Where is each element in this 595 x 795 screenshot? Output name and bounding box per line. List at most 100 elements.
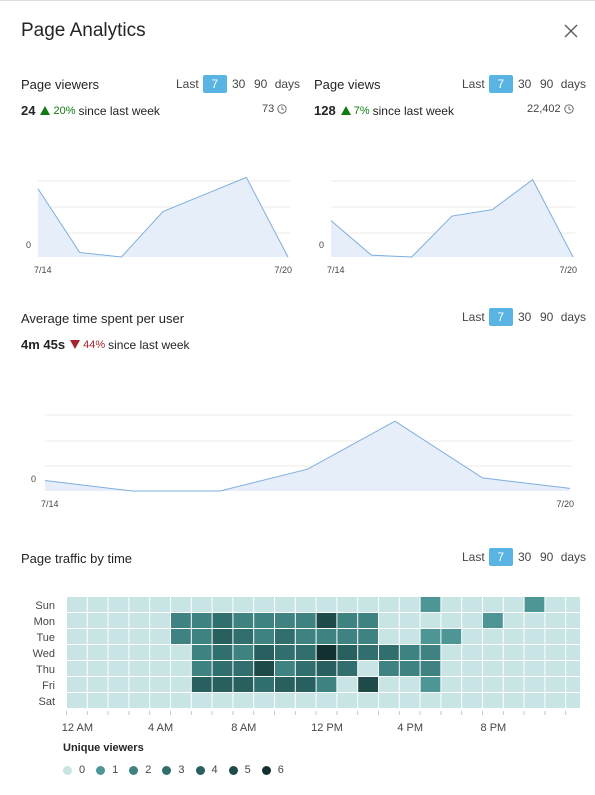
heatmap-cell[interactable] [316, 629, 337, 644]
heatmap-cell[interactable] [399, 613, 420, 628]
heatmap-cell[interactable] [275, 629, 295, 644]
heatmap-cell[interactable] [191, 645, 212, 660]
heatmap-cell[interactable] [358, 677, 378, 692]
heatmap-cell[interactable] [108, 597, 129, 612]
heatmap-cell[interactable] [337, 629, 358, 644]
heatmap-cell[interactable] [254, 645, 274, 660]
heatmap-cell[interactable] [150, 613, 170, 628]
heatmap-cell[interactable] [233, 629, 254, 644]
heatmap-cell[interactable] [420, 693, 441, 708]
heatmap-cell[interactable] [171, 629, 191, 644]
heatmap-cell[interactable] [108, 645, 129, 660]
heatmap-cell[interactable] [441, 661, 462, 676]
heatmap-cell[interactable] [316, 677, 337, 692]
heatmap-cell[interactable] [462, 661, 482, 676]
heatmap-cell[interactable] [462, 693, 482, 708]
heatmap-cell[interactable] [316, 693, 337, 708]
heatmap-cell[interactable] [87, 597, 108, 612]
heatmap-cell[interactable] [399, 629, 420, 644]
heatmap-cell[interactable] [566, 693, 580, 708]
heatmap-cell[interactable] [171, 693, 191, 708]
heatmap-cell[interactable] [503, 645, 524, 660]
heatmap-cell[interactable] [129, 629, 150, 644]
range-30-button[interactable]: 30 [518, 550, 532, 564]
heatmap-cell[interactable] [399, 693, 420, 708]
heatmap-cell[interactable] [503, 597, 524, 612]
heatmap-cell[interactable] [108, 661, 129, 676]
heatmap-cell[interactable] [212, 645, 233, 660]
heatmap-cell[interactable] [191, 629, 212, 644]
heatmap-cell[interactable] [212, 613, 233, 628]
heatmap-cell[interactable] [233, 661, 254, 676]
heatmap-cell[interactable] [337, 677, 358, 692]
heatmap-cell[interactable] [545, 693, 566, 708]
heatmap-cell[interactable] [275, 677, 295, 692]
heatmap-cell[interactable] [191, 597, 212, 612]
heatmap-cell[interactable] [212, 677, 233, 692]
heatmap-cell[interactable] [254, 597, 274, 612]
heatmap-cell[interactable] [129, 597, 150, 612]
heatmap-cell[interactable] [566, 661, 580, 676]
heatmap-cell[interactable] [566, 597, 580, 612]
heatmap-cell[interactable] [503, 629, 524, 644]
heatmap-cell[interactable] [524, 661, 545, 676]
heatmap-cell[interactable] [379, 645, 399, 660]
range-7-button[interactable]: 7 [488, 548, 513, 566]
heatmap-cell[interactable] [67, 677, 87, 692]
heatmap-cell[interactable] [503, 613, 524, 628]
heatmap-cell[interactable] [483, 677, 503, 692]
heatmap-cell[interactable] [462, 645, 482, 660]
heatmap-cell[interactable] [524, 693, 545, 708]
heatmap-cell[interactable] [295, 693, 316, 708]
heatmap-cell[interactable] [87, 629, 108, 644]
heatmap-cell[interactable] [337, 661, 358, 676]
heatmap-cell[interactable] [171, 613, 191, 628]
heatmap-cell[interactable] [87, 613, 108, 628]
heatmap-cell[interactable] [212, 661, 233, 676]
heatmap-cell[interactable] [171, 597, 191, 612]
heatmap-cell[interactable] [233, 677, 254, 692]
heatmap-cell[interactable] [150, 677, 170, 692]
heatmap-cell[interactable] [420, 613, 441, 628]
heatmap-cell[interactable] [108, 677, 129, 692]
heatmap-cell[interactable] [171, 661, 191, 676]
heatmap-cell[interactable] [275, 613, 295, 628]
range-30-button[interactable]: 30 [518, 310, 532, 324]
heatmap-cell[interactable] [67, 629, 87, 644]
heatmap-cell[interactable] [524, 629, 545, 644]
heatmap-cell[interactable] [150, 629, 170, 644]
heatmap-cell[interactable] [316, 613, 337, 628]
heatmap-cell[interactable] [441, 677, 462, 692]
heatmap-cell[interactable] [295, 613, 316, 628]
heatmap-cell[interactable] [399, 645, 420, 660]
heatmap-cell[interactable] [441, 645, 462, 660]
heatmap-cell[interactable] [108, 693, 129, 708]
heatmap-cell[interactable] [233, 693, 254, 708]
heatmap-cell[interactable] [441, 597, 462, 612]
heatmap-cell[interactable] [379, 693, 399, 708]
heatmap-cell[interactable] [212, 629, 233, 644]
range-90-button[interactable]: 90 [540, 77, 554, 91]
heatmap-cell[interactable] [275, 661, 295, 676]
heatmap-cell[interactable] [191, 613, 212, 628]
heatmap-cell[interactable] [67, 645, 87, 660]
heatmap-cell[interactable] [87, 645, 108, 660]
heatmap-cell[interactable] [67, 693, 87, 708]
heatmap-cell[interactable] [67, 613, 87, 628]
heatmap-cell[interactable] [462, 629, 482, 644]
heatmap-cell[interactable] [191, 661, 212, 676]
heatmap-cell[interactable] [566, 677, 580, 692]
range-7-button[interactable]: 7 [488, 308, 513, 326]
heatmap-cell[interactable] [545, 629, 566, 644]
range-7-button[interactable]: 7 [488, 75, 513, 93]
heatmap-cell[interactable] [150, 597, 170, 612]
heatmap-cell[interactable] [171, 677, 191, 692]
heatmap-cell[interactable] [275, 645, 295, 660]
heatmap-cell[interactable] [483, 693, 503, 708]
heatmap-cell[interactable] [254, 613, 274, 628]
heatmap-cell[interactable] [108, 629, 129, 644]
heatmap-cell[interactable] [233, 597, 254, 612]
heatmap-cell[interactable] [129, 661, 150, 676]
heatmap-cell[interactable] [462, 597, 482, 612]
heatmap-cell[interactable] [545, 661, 566, 676]
